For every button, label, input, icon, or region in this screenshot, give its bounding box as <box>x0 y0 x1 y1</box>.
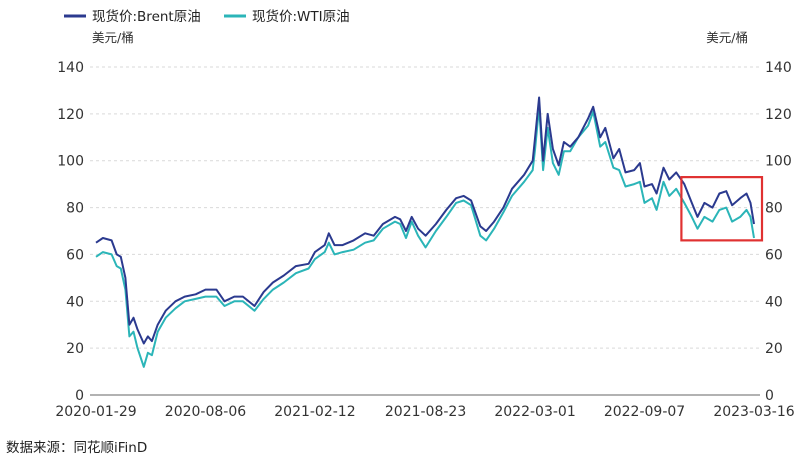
gridlines <box>90 66 760 396</box>
x-axis: 2020-01-29 2020-08-06 2021-02-12 2021-08-23… <box>55 404 794 420</box>
x-tick-label: 2020-01-29 <box>55 404 136 420</box>
x-tick-label: 2022-03-01 <box>494 404 575 420</box>
left-axis-unit: 美元/桶 <box>92 30 134 45</box>
y-tick-label-left: 100 <box>57 154 84 170</box>
y-tick-label-right: 60 <box>765 247 783 263</box>
right-axis-unit: 美元/桶 <box>706 30 748 45</box>
legend-label-wti: 现货价:WTI原油 <box>252 8 350 25</box>
y-tick-label-left: 120 <box>57 107 84 123</box>
y-tick-label-right: 80 <box>765 201 783 217</box>
y-tick-label-right: 20 <box>765 341 783 357</box>
y-tick-label-left: 40 <box>66 294 84 310</box>
y-tick-label-right: 40 <box>765 294 783 310</box>
y-tick-label-left: 80 <box>66 201 84 217</box>
y-axis-left: 0 20 40 60 80 100 120 140 <box>57 60 84 404</box>
y-tick-label-right: 0 <box>765 388 774 404</box>
x-tick-label: 2020-08-06 <box>165 404 246 420</box>
series-line-brent <box>95 96 755 345</box>
x-tick-label: 2021-08-23 <box>385 404 466 420</box>
x-tick-label: 2022-09-07 <box>604 404 685 420</box>
y-tick-label-left: 60 <box>66 247 84 263</box>
y-tick-label-left: 140 <box>57 60 84 76</box>
legend-label-brent: 现货价:Brent原油 <box>92 8 201 25</box>
y-tick-label-right: 120 <box>765 107 792 123</box>
highlight-area <box>680 176 764 242</box>
series-line-wti <box>95 105 755 368</box>
series-lines <box>95 96 755 368</box>
data-source-note: 数据来源：同花顺iFinD <box>6 440 147 456</box>
y-tick-label-right: 140 <box>765 60 792 76</box>
highlight-box <box>680 176 764 242</box>
y-tick-label-left: 0 <box>75 388 84 404</box>
legend: 现货价:Brent原油 现货价:WTI原油 <box>64 8 350 25</box>
x-tick-label: 2023-03-16 <box>713 404 794 420</box>
x-tick-label: 2021-02-12 <box>274 404 355 420</box>
y-axis-right: 0 20 40 60 80 100 120 140 <box>765 60 792 404</box>
y-tick-label-right: 100 <box>765 154 792 170</box>
y-tick-label-left: 20 <box>66 341 84 357</box>
